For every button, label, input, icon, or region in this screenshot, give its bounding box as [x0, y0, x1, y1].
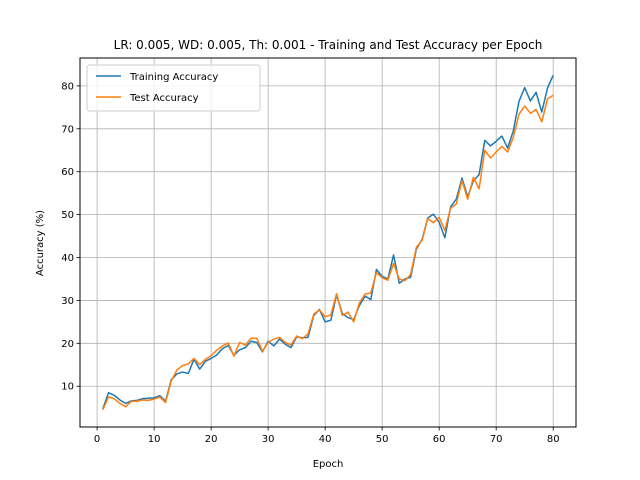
series-line-training-accuracy — [102, 74, 554, 410]
x-tick-label: 0 — [94, 434, 100, 445]
series-line-test-accuracy — [102, 94, 554, 411]
x-tick-label: 50 — [376, 434, 389, 445]
y-axis: 10 20 30 40 50 60 70 80 — [61, 81, 80, 393]
x-tick-label: 60 — [433, 434, 446, 445]
chart-title: LR: 0.005, WD: 0.005, Th: 0.001 - Traini… — [114, 38, 543, 52]
y-tick-label: 50 — [61, 210, 74, 221]
x-tick-label: 70 — [490, 434, 503, 445]
x-tick-label: 40 — [319, 434, 332, 445]
series-layer — [102, 74, 554, 411]
grid — [80, 58, 576, 427]
legend-label-training-accuracy: Training Accuracy — [129, 72, 218, 83]
y-tick-label: 10 — [61, 382, 74, 393]
y-tick-label: 80 — [61, 81, 74, 92]
x-tick-label: 30 — [262, 434, 275, 445]
x-axis: 0 10 20 30 40 50 60 70 80 — [94, 427, 560, 445]
y-axis-label: Accuracy (%) — [35, 210, 46, 276]
legend-box — [86, 64, 261, 112]
legend: Training Accuracy Test Accuracy — [86, 64, 261, 112]
y-tick-label: 60 — [61, 167, 74, 178]
y-tick-label: 70 — [61, 124, 74, 135]
x-tick-label: 20 — [205, 434, 218, 445]
x-tick-label: 80 — [547, 434, 560, 445]
x-tick-label: 10 — [148, 434, 161, 445]
plot-frame — [79, 57, 577, 428]
y-tick-label: 20 — [61, 339, 74, 350]
y-tick-label: 30 — [61, 296, 74, 307]
x-axis-label: Epoch — [313, 459, 344, 470]
legend-label-test-accuracy: Test Accuracy — [129, 93, 199, 104]
y-tick-label: 40 — [61, 253, 74, 264]
